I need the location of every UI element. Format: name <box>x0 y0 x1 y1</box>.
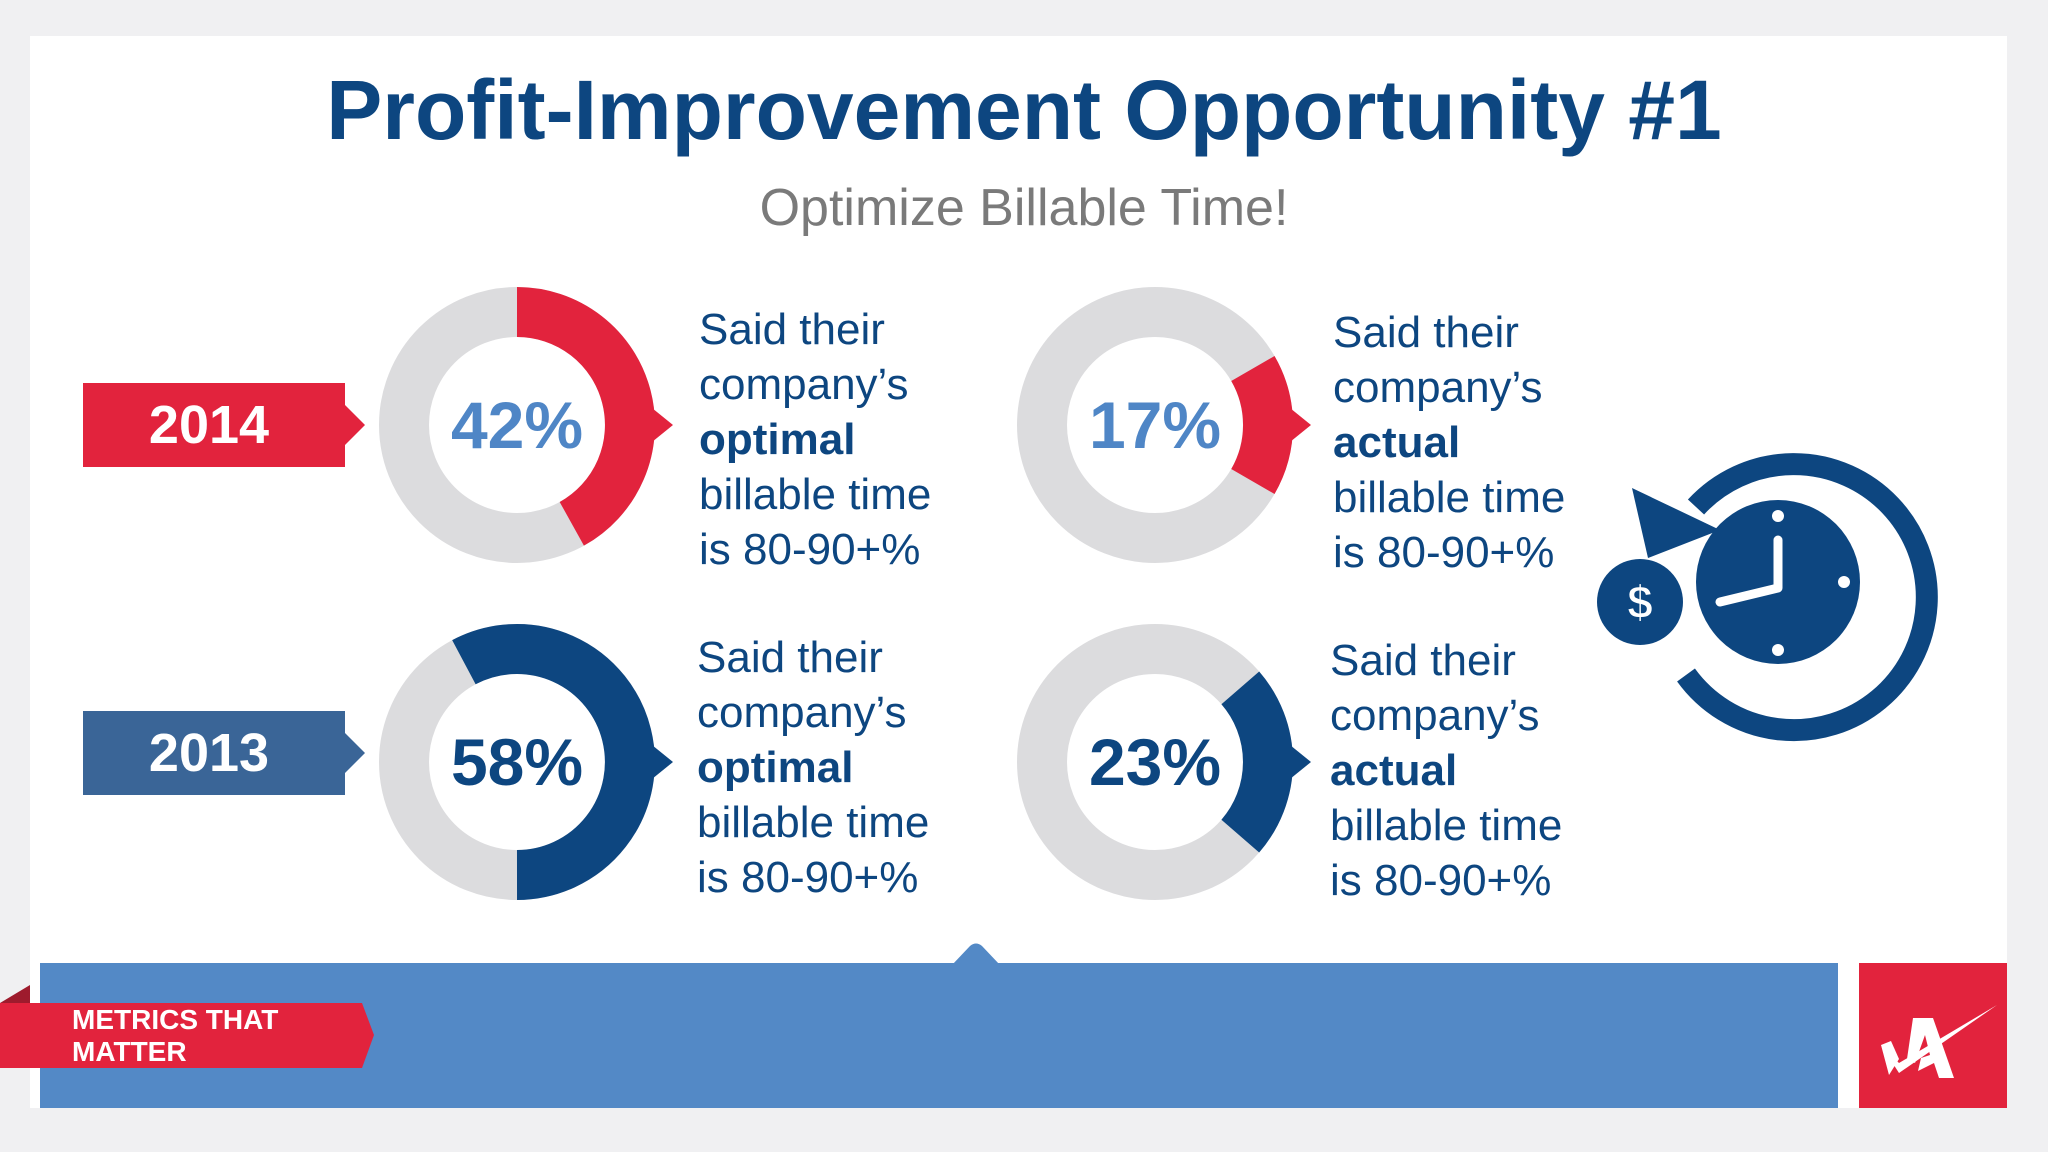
svg-text:$: $ <box>1627 576 1653 628</box>
stat-line: is 80-90+% <box>1333 528 1555 577</box>
page-subtitle: Optimize Billable Time! <box>759 179 1289 237</box>
stat-line: Said their <box>1333 308 1519 357</box>
donut-2013-optimal: 58% <box>367 612 673 912</box>
ribbon-fold <box>0 985 30 1003</box>
stat-line: is 80-90+% <box>699 525 921 574</box>
stat-text-2013-actual: Said their company’s actual billable tim… <box>1330 633 1562 908</box>
stat-keyword: actual <box>1330 746 1458 795</box>
stat-line: Said their <box>699 305 885 354</box>
stat-line: billable time <box>1330 801 1563 850</box>
stat-text-2014-actual: Said their company’s actual billable tim… <box>1333 305 1565 580</box>
percent-value: 58% <box>450 725 584 799</box>
stat-line: company’s <box>697 688 907 737</box>
donut-2014-optimal: 42% <box>367 275 673 575</box>
year-label-2013: 2013 <box>83 711 365 795</box>
percent-value: 17% <box>1088 388 1222 462</box>
stat-line: billable time <box>699 470 932 519</box>
stat-keyword: optimal <box>697 743 854 792</box>
percent-value: 42% <box>450 388 584 462</box>
stat-line: is 80-90+% <box>1330 856 1552 905</box>
stat-line: company’s <box>1330 691 1540 740</box>
stat-line: company’s <box>1333 363 1543 412</box>
stat-keyword: optimal <box>699 415 856 464</box>
time-money-refresh-icon: $ <box>1597 453 1938 742</box>
brand-logo <box>1859 963 2007 1108</box>
stat-text-2013-optimal: Said their company’s optimal billable ti… <box>697 630 929 905</box>
stat-line: Said their <box>1330 636 1516 685</box>
stat-line: billable time <box>1333 473 1566 522</box>
a-checkmark-logo-icon <box>1881 1005 1997 1078</box>
banner-pointer <box>952 943 1000 967</box>
stat-line: company’s <box>699 360 909 409</box>
stat-keyword: actual <box>1333 418 1461 467</box>
percent-value: 23% <box>1088 725 1222 799</box>
stat-line: billable time <box>697 798 930 847</box>
donut-2013-actual: 23% <box>1005 612 1311 912</box>
year-label-2014: 2014 <box>83 383 365 467</box>
stat-line: is 80-90+% <box>697 853 919 902</box>
stat-line: Said their <box>697 633 883 682</box>
slide-canvas <box>30 36 2007 1108</box>
metrics-ribbon: METRICS THAT MATTER <box>0 1003 374 1068</box>
stat-text-2014-optimal: Said their company’s optimal billable ti… <box>699 302 931 577</box>
page-title: Profit-Improvement Opportunity #1 <box>326 63 1722 157</box>
donut-2014-actual: 17% <box>1005 275 1311 575</box>
